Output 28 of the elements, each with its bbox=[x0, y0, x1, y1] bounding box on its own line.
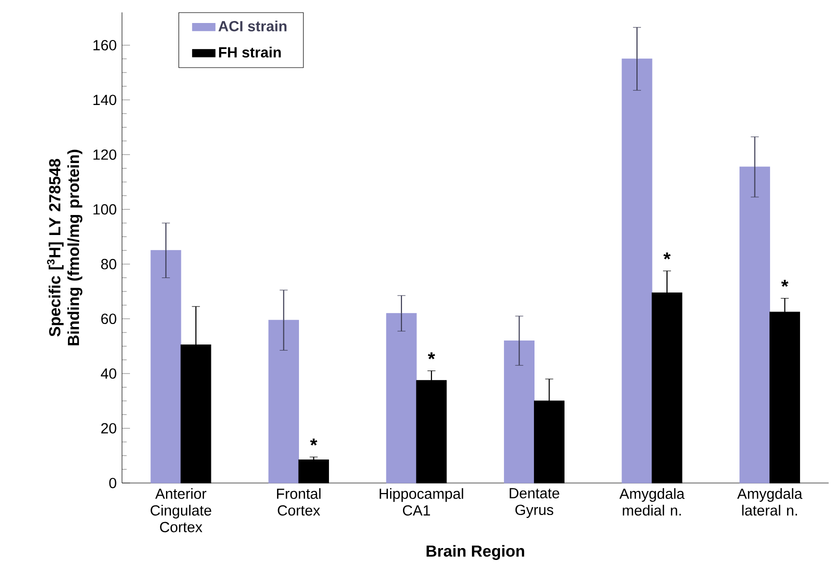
annotation: * bbox=[663, 252, 671, 260]
y-tick-label: 20 bbox=[101, 423, 116, 434]
bar bbox=[740, 166, 770, 484]
annotation: * bbox=[428, 352, 436, 360]
bar bbox=[386, 313, 417, 484]
y-tick-label: 60 bbox=[101, 314, 116, 324]
x-tick-label: Anterior Cingulate Cortex bbox=[150, 488, 212, 532]
y-tick-label: 120 bbox=[93, 149, 116, 160]
x-tick-label: Amygdala medial n. bbox=[619, 488, 685, 516]
y-tick-label: 160 bbox=[93, 40, 116, 50]
bar bbox=[268, 320, 299, 484]
x-axis-title: Brain Region bbox=[426, 544, 524, 560]
legend-label: FH strain bbox=[219, 46, 281, 58]
y-tick-label: 80 bbox=[101, 258, 116, 270]
y-tick-label: 140 bbox=[93, 94, 116, 106]
y-tick-label: 100 bbox=[93, 204, 116, 215]
legend-label: ACI strain bbox=[218, 20, 286, 32]
annotation: * bbox=[781, 280, 788, 287]
y-tick-label: 0 bbox=[109, 478, 116, 488]
x-tick-label: Frontal Cortex bbox=[277, 488, 321, 516]
bar bbox=[504, 340, 534, 484]
x-tick-label: Hippocampal CA1 bbox=[380, 488, 464, 516]
annotation: * bbox=[310, 438, 318, 446]
x-tick-label: Dentate Gyrus bbox=[510, 488, 560, 518]
x-tick-label: Amygdala lateral n. bbox=[737, 488, 802, 516]
bar bbox=[622, 58, 652, 484]
bar bbox=[150, 250, 182, 484]
y-tick-label: 40 bbox=[100, 368, 116, 379]
